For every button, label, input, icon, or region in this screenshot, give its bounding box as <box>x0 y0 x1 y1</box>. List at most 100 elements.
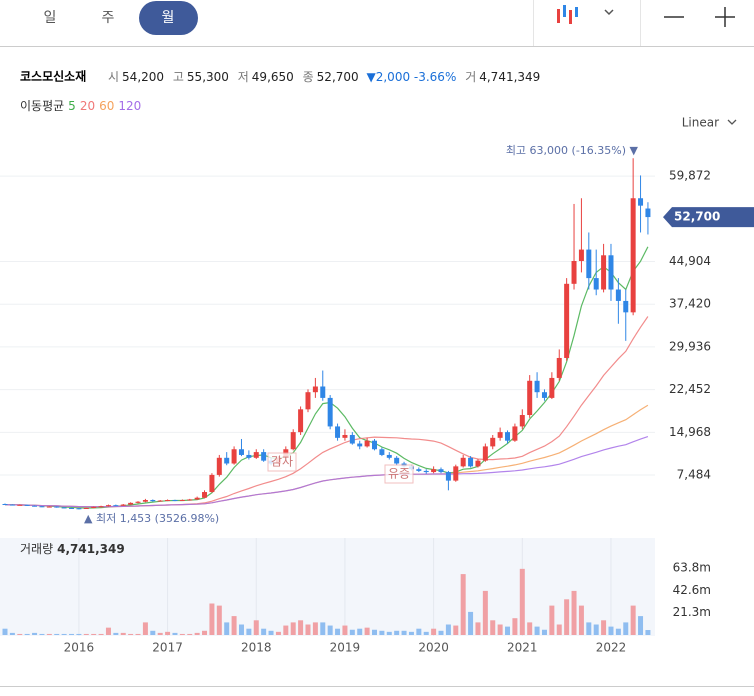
volume-bar <box>187 633 193 635</box>
volume-bar <box>165 631 171 635</box>
candle-body <box>379 449 385 455</box>
candle-body <box>216 457 222 475</box>
divider <box>0 46 754 47</box>
volume-bar <box>32 632 38 635</box>
y-tick-label: 29,936 <box>669 339 711 353</box>
candle-body <box>128 502 134 505</box>
candle-body <box>460 457 466 467</box>
candle-body <box>475 460 481 467</box>
volume-pane-bg <box>0 538 655 636</box>
label: 시 <box>108 70 119 84</box>
volume-bar <box>268 630 274 635</box>
candle-body <box>54 506 60 508</box>
volume-bar <box>379 630 385 635</box>
volume-bar <box>438 630 444 635</box>
candle-body <box>224 457 230 464</box>
label: 저 <box>238 70 249 84</box>
candle-body <box>120 504 126 506</box>
candle-body <box>17 504 23 506</box>
volume-bar <box>172 632 178 635</box>
volume-bar <box>453 625 459 635</box>
quote-line: 시 54,200 고 55,300 저 49,650 종 52,700 ▼2,000 -… <box>108 70 540 84</box>
label: 거 <box>465 70 476 84</box>
x-tick-label: 2017 <box>152 641 183 655</box>
volume-bar <box>505 626 511 635</box>
volume-bar <box>224 622 230 635</box>
candle-body <box>246 454 252 458</box>
ma-legend-item: 5 <box>68 99 76 113</box>
volume-bar <box>593 624 599 635</box>
volume-bar <box>608 626 614 635</box>
volume-bar <box>512 618 518 635</box>
candle-body <box>357 443 363 447</box>
volume-bar <box>46 633 52 635</box>
volume-bar <box>9 632 15 635</box>
scale-mode[interactable]: Linear <box>682 116 719 130</box>
volume-bar <box>586 622 592 635</box>
volume-bar <box>571 590 577 635</box>
volume-bar <box>305 624 311 635</box>
zoom-in[interactable] <box>715 7 735 27</box>
volume-bar <box>549 605 555 635</box>
candle-body <box>312 386 318 393</box>
volume-bar <box>76 633 82 635</box>
label: 종 <box>303 70 314 84</box>
candle-body <box>39 506 45 508</box>
candle-body <box>445 472 451 481</box>
candle-body <box>187 499 193 501</box>
high-annotation: 최고 63,000 (-16.35%) ▼ <box>506 144 639 157</box>
price-tag <box>663 207 754 228</box>
volume-tick-label: 42.6m <box>673 583 711 597</box>
ma-legend-item: 60 <box>99 99 114 113</box>
volume-bar <box>335 628 341 635</box>
candle-body <box>416 469 422 471</box>
candle-body <box>46 506 52 508</box>
candle-body <box>482 446 488 461</box>
candle-body <box>24 504 30 506</box>
volume-bar <box>460 574 466 635</box>
ma-legend: 이동평균 5 20 60 120 <box>20 99 141 113</box>
y-tick-label: 22,452 <box>669 382 711 396</box>
candle-body <box>2 504 8 506</box>
volume-bar <box>364 627 370 635</box>
volume-bar <box>275 631 281 635</box>
candle-body <box>290 432 296 450</box>
volume-bar <box>150 630 156 635</box>
volume-bar <box>246 628 252 635</box>
candle-body <box>135 501 141 503</box>
candle-body <box>453 466 459 481</box>
volume-bar <box>638 616 644 635</box>
volume-bar <box>83 633 89 635</box>
candle-body <box>630 198 636 313</box>
candle-body <box>586 249 592 279</box>
candle-body <box>231 449 237 464</box>
candle-body <box>615 289 621 301</box>
chart-type-icon[interactable] <box>533 0 641 46</box>
volume-bar <box>298 620 304 635</box>
candle-body <box>179 500 185 502</box>
event-box <box>267 452 297 472</box>
tab-day[interactable]: 일 <box>44 10 57 26</box>
x-tick-label: 2016 <box>64 641 95 655</box>
volume-bar <box>253 620 259 635</box>
candle-body <box>468 457 474 467</box>
tab-month[interactable]: 월 <box>162 10 175 26</box>
tab-week[interactable]: 주 <box>102 10 115 26</box>
volume-bar <box>357 628 363 635</box>
candle-body <box>165 500 171 502</box>
volume-bar <box>534 626 540 635</box>
candle-body <box>202 492 208 498</box>
volume-bar <box>69 633 75 635</box>
scale-chevron[interactable] <box>727 119 737 125</box>
volume-bar <box>519 568 525 635</box>
low-annotation: ▲ 최저 1,453 (3526.98%) <box>84 512 219 525</box>
volume-bar <box>468 611 474 635</box>
y-tick-label: 7,484 <box>677 468 711 482</box>
x-tick-label: 2018 <box>241 641 272 655</box>
candle-body <box>431 469 437 473</box>
bottom-line <box>0 686 754 687</box>
volume-bar <box>327 625 333 635</box>
volume-bar <box>349 629 355 635</box>
value: 52,700 <box>317 70 359 84</box>
volume-tick-label: 63.8m <box>673 561 711 575</box>
